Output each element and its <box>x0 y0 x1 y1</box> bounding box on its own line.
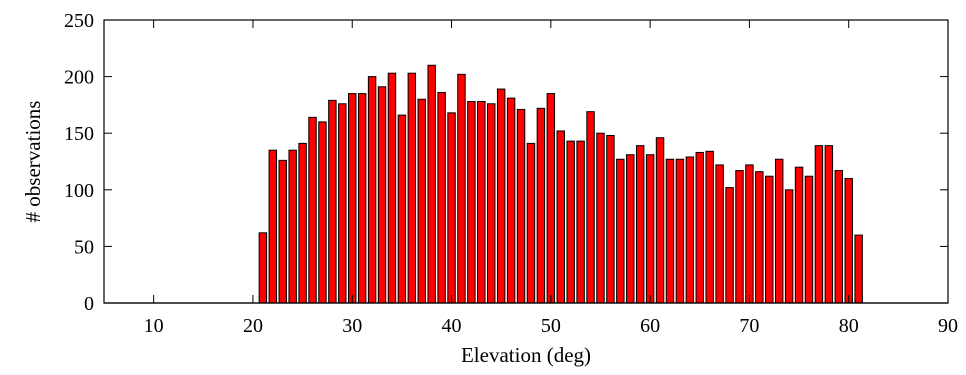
bar <box>487 103 496 304</box>
x-axis-label: Elevation (deg) <box>461 343 591 367</box>
y-tick-label: 250 <box>64 10 94 32</box>
axes-group <box>103 19 949 304</box>
bar <box>506 97 516 304</box>
tick-labels-group: 10 20 30 40 50 60 70 80 90 0 50 100 150 200 250 <box>64 10 958 337</box>
bar <box>377 86 387 304</box>
plot-frame <box>103 19 949 304</box>
bar <box>745 164 754 304</box>
y-tick-label: 50 <box>74 236 94 258</box>
bar <box>645 154 655 304</box>
x-tick-label: 70 <box>739 315 759 337</box>
bar <box>725 187 734 304</box>
bar <box>516 108 526 304</box>
bar <box>586 111 595 304</box>
x-tick-label: 50 <box>541 315 561 337</box>
x-tick-label: 30 <box>342 315 362 337</box>
bar <box>665 158 675 304</box>
bar <box>546 93 556 304</box>
bar <box>804 175 814 304</box>
bar <box>576 140 585 304</box>
bar <box>417 98 426 304</box>
bar <box>268 149 278 304</box>
bar <box>616 158 625 304</box>
bar <box>477 101 486 304</box>
x-tick-label: 80 <box>839 315 859 337</box>
bar <box>606 134 615 304</box>
x-tick-label: 10 <box>144 315 164 337</box>
bar <box>437 91 446 304</box>
bar <box>427 64 436 304</box>
bar <box>794 166 804 304</box>
bar <box>298 142 307 304</box>
bar <box>367 76 377 304</box>
bar <box>854 234 863 304</box>
bar <box>526 142 536 304</box>
x-tick-label: 40 <box>442 315 462 337</box>
bar <box>626 154 635 304</box>
bar <box>556 130 565 304</box>
y-tick-label: 100 <box>64 180 94 202</box>
bar <box>675 158 685 304</box>
y-axis-label: # observations <box>21 101 45 223</box>
bar <box>715 164 724 304</box>
bar <box>278 159 287 304</box>
bar <box>566 140 575 304</box>
bar <box>467 101 476 304</box>
y-tick-label: 150 <box>64 123 94 145</box>
bar <box>407 72 417 304</box>
bar <box>328 99 337 304</box>
bar <box>397 114 407 304</box>
x-tick-label: 60 <box>640 315 660 337</box>
bar <box>308 116 317 304</box>
bar <box>834 170 843 304</box>
bar <box>288 149 297 304</box>
bar <box>258 232 268 304</box>
bar <box>755 171 764 304</box>
bar <box>348 93 357 304</box>
bar <box>705 150 714 304</box>
bar <box>338 103 347 304</box>
bar <box>596 132 605 304</box>
bar <box>447 112 456 304</box>
bar <box>824 145 834 304</box>
bar <box>387 72 397 304</box>
y-tick-label: 0 <box>84 293 94 315</box>
bar <box>357 93 367 304</box>
y-tick-label: 200 <box>64 67 94 89</box>
bar <box>496 88 506 304</box>
bar <box>635 145 645 304</box>
bar <box>457 73 466 304</box>
bar <box>318 121 327 304</box>
bar <box>814 145 824 304</box>
bars-group <box>258 64 863 304</box>
bar <box>695 151 704 304</box>
bar <box>685 156 695 304</box>
bar <box>735 170 744 304</box>
bar <box>774 158 784 304</box>
bar <box>784 189 794 304</box>
x-tick-label: 20 <box>243 315 263 337</box>
bar <box>844 177 853 304</box>
bar <box>536 107 546 304</box>
x-tick-label: 90 <box>938 315 958 337</box>
bar <box>655 137 665 304</box>
bar <box>765 175 774 304</box>
